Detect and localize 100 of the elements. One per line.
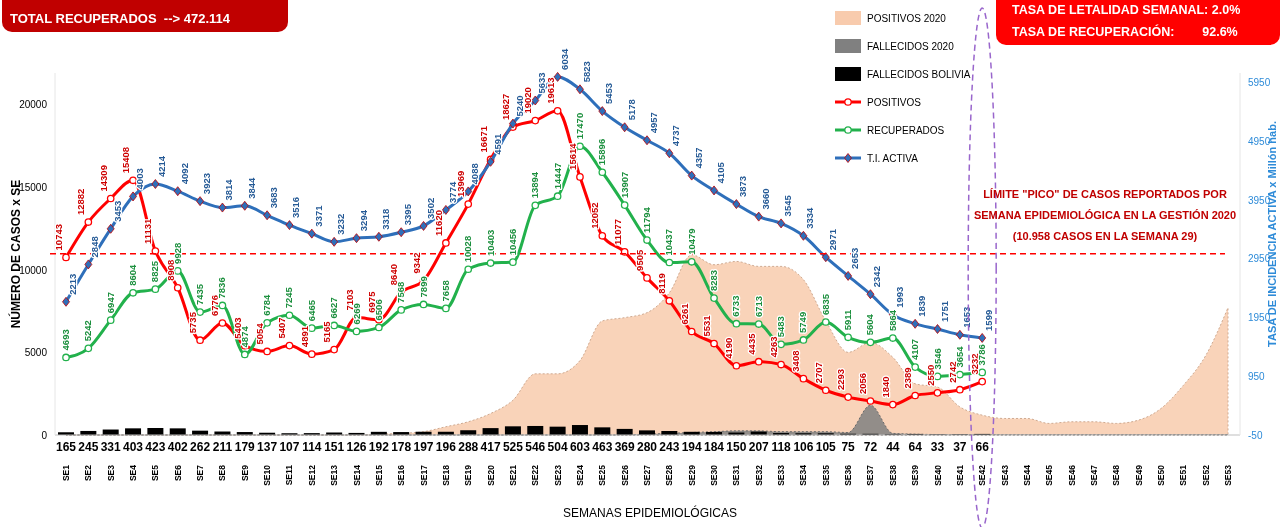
x-tick-label: SE25 — [597, 464, 608, 486]
data-label: 2389 — [902, 367, 914, 389]
data-label: 10479 — [685, 228, 697, 255]
data-label: 6465 — [305, 299, 317, 322]
x-tick-label: SE35 — [820, 464, 831, 486]
data-label: 194 — [681, 440, 703, 454]
data-label: 4693 — [60, 329, 71, 351]
data-label: 3774 — [446, 181, 458, 203]
x-tick-label: SE12 — [306, 464, 317, 486]
data-label: 3294 — [357, 209, 369, 232]
data-label: 546 — [525, 440, 546, 454]
data-label: 3232 — [335, 213, 347, 235]
x-tick-label: SE36 — [843, 464, 854, 486]
x-tick-label: SE10 — [262, 464, 273, 486]
data-label: 11131 — [142, 217, 154, 245]
x-tick-label: SE17 — [418, 464, 429, 486]
data-label: 403 — [123, 440, 144, 454]
data-label: 3660 — [759, 188, 771, 210]
data-label: 2293 — [835, 368, 847, 391]
data-label: 4435 — [745, 332, 757, 355]
data-label: 2056 — [857, 372, 869, 395]
data-label: 4092 — [178, 163, 190, 185]
data-label: 2742 — [946, 361, 958, 383]
data-label: 7435 — [194, 283, 206, 306]
data-label: 9342 — [410, 252, 422, 274]
x-tick-label: SE37 — [865, 464, 876, 486]
data-label: 245 — [78, 440, 99, 454]
x-tick-label: SE53 — [1223, 464, 1233, 486]
data-label: 3814 — [223, 178, 235, 201]
legend-label: POSITIVOS 2020 — [867, 13, 947, 24]
x-tick-label: SE28 — [664, 464, 675, 486]
data-label: 3873 — [737, 175, 749, 198]
x-tick-label: SE31 — [731, 464, 742, 486]
x-tick-label: SE20 — [485, 464, 496, 486]
x-tick-label: SE44 — [1021, 464, 1032, 486]
data-label: 1751 — [938, 300, 950, 322]
data-label: 151 — [324, 440, 345, 454]
data-label: 106 — [793, 440, 814, 454]
data-label: 11794 — [641, 206, 652, 234]
data-label: 8825 — [149, 260, 161, 283]
x-tick-label: SE43 — [999, 464, 1010, 486]
x-tick-label: SE33 — [776, 464, 787, 486]
text: TASA DE RECUPERACIÓN: 92.6% — [1012, 24, 1238, 39]
data-label: 178 — [391, 440, 412, 454]
x-tick-label: SE8 — [217, 464, 228, 482]
x-tick-label: SE45 — [1044, 464, 1055, 486]
data-label: 16671 — [477, 125, 489, 153]
data-label: 13907 — [618, 171, 630, 199]
data-label: 12882 — [75, 188, 87, 216]
data-label: 3545 — [782, 194, 794, 217]
data-label: 5453 — [603, 82, 615, 105]
data-label: 5165 — [321, 320, 333, 343]
data-label: 243 — [659, 440, 680, 454]
data-label: 192 — [368, 440, 390, 454]
data-label: 13969 — [455, 170, 467, 198]
data-label: 417 — [480, 440, 501, 454]
legend-label: FALLECIDOS BOLIVIA — [867, 69, 971, 80]
data-label: 5178 — [625, 99, 637, 121]
data-label: 7245 — [283, 286, 295, 309]
legend-label: RECUPERADOS — [867, 125, 945, 136]
data-label: 44 — [886, 440, 900, 454]
data-label: 4357 — [692, 147, 704, 169]
data-label: 10028 — [462, 235, 474, 263]
data-label: 4107 — [909, 338, 921, 361]
text: TASA DE LETALIDAD SEMANAL: 2.0% — [1012, 3, 1241, 17]
x-tick-label: SE4 — [128, 464, 139, 482]
data-label: 5242 — [82, 320, 94, 342]
data-label: 2550 — [924, 364, 936, 386]
data-label: 603 — [569, 440, 591, 454]
x-tick-label: SE47 — [1088, 464, 1099, 486]
data-label: 18627 — [499, 93, 511, 121]
data-label: 525 — [502, 440, 524, 454]
x-tick-label: SE32 — [753, 464, 764, 486]
x-tick-label: SE52 — [1200, 464, 1211, 486]
data-label: 5054 — [254, 322, 266, 345]
x-tick-label: SE23 — [552, 464, 563, 486]
data-label: 2342 — [871, 266, 883, 288]
data-label: 280 — [636, 440, 658, 454]
data-label: 3395 — [402, 203, 414, 226]
data-label: 4003 — [134, 168, 146, 190]
data-label: 19020 — [522, 87, 534, 114]
data-label: 5403 — [231, 317, 243, 339]
data-label: 10403 — [484, 229, 496, 257]
annotation: (10.958 CASOS EN LA SEMANA 29) — [1012, 230, 1198, 242]
data-label: 14447 — [551, 162, 563, 190]
data-label: 5407 — [276, 317, 288, 339]
data-label: 423 — [145, 440, 166, 454]
text: TOTAL RECUPERADOS --> 472.114 — [10, 11, 231, 26]
annotation: SEMANA EPIDEMIOLÓGICA EN LA GESTIÓN 2020 — [973, 209, 1237, 221]
data-label: 75 — [841, 440, 856, 454]
data-label: 463 — [592, 440, 613, 454]
y-tick-label: 10000 — [19, 264, 48, 276]
data-label: 8283 — [708, 269, 720, 292]
data-label: 3844 — [245, 176, 257, 199]
x-tick-label: SE9 — [239, 464, 250, 482]
data-label: 5240 — [513, 95, 525, 117]
data-label: 3516 — [290, 196, 302, 219]
data-label: 64 — [908, 440, 923, 454]
y-tick-label: 20000 — [19, 99, 48, 111]
data-label: 8604 — [127, 263, 139, 286]
